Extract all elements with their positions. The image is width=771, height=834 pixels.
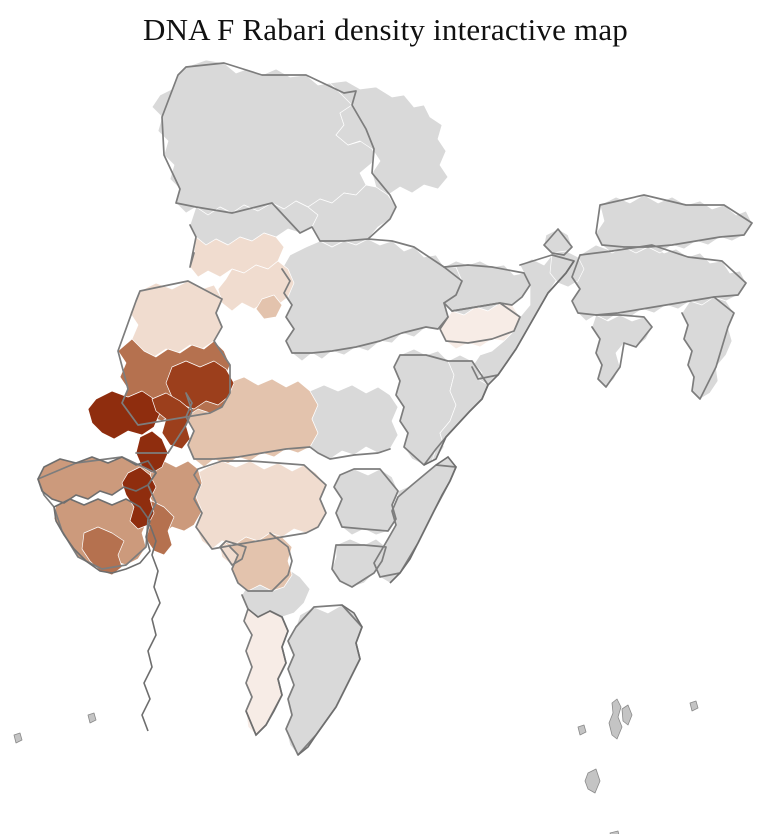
coastline	[37, 260, 575, 756]
region-group-low[interactable]	[129, 232, 399, 592]
region-maharashtra-central[interactable]	[193, 460, 327, 550]
region-rajasthan-jalore-sirohi[interactable]	[87, 390, 161, 440]
region-madhya-pradesh-east[interactable]	[309, 384, 399, 460]
region-ladakh[interactable]	[329, 80, 449, 196]
region-tamil-nadu[interactable]	[285, 604, 363, 756]
island-andaman-middle[interactable]	[621, 704, 633, 726]
island-little-andaman[interactable]	[584, 768, 601, 794]
india-choropleth-map[interactable]	[0, 55, 771, 834]
region-group-high[interactable]	[81, 360, 235, 576]
island-car-nicobar[interactable]	[609, 830, 620, 834]
page-title: DNA F Rabari density interactive map	[142, 12, 628, 47]
island-lakshadweep-north[interactable]	[87, 712, 97, 724]
island-andaman-north[interactable]	[608, 698, 623, 740]
island-group[interactable]	[13, 698, 699, 834]
island-lakshadweep-west[interactable]	[13, 732, 23, 744]
region-rajasthan-gujarat-bridge[interactable]	[151, 392, 193, 450]
region-siliguri-corridor[interactable]	[549, 250, 585, 288]
island-andaman-small-west[interactable]	[577, 724, 587, 736]
region-group-no-data[interactable]	[151, 59, 753, 756]
region-delhi[interactable]	[255, 294, 283, 320]
island-andaman-small-east[interactable]	[689, 700, 699, 712]
map-svg[interactable]	[0, 55, 771, 834]
region-saurashtra-dark[interactable]	[81, 526, 125, 576]
